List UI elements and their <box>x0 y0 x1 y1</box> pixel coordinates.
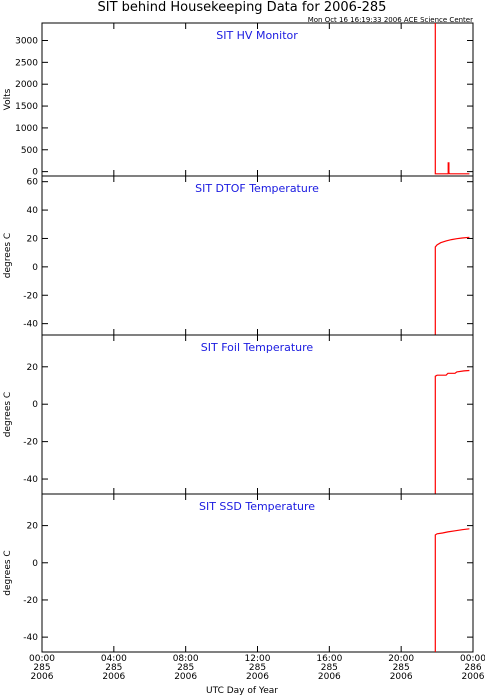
chart-title: SIT behind Housekeeping Data for 2006-28… <box>98 0 387 15</box>
x-tick-label: 2006 <box>318 672 341 682</box>
x-tick-label: 2006 <box>31 672 54 682</box>
y-tick-label: 0 <box>32 559 38 569</box>
x-tick-label: 286 <box>464 663 481 673</box>
y-tick-label: 500 <box>21 146 38 156</box>
y-tick-label: 2000 <box>15 80 38 90</box>
x-tick-label: 2006 <box>246 672 269 682</box>
x-tick-label: 12:00 <box>245 654 271 664</box>
x-tick-label: 2006 <box>174 672 197 682</box>
y-tick-label: 0 <box>32 400 38 410</box>
panel-3: -40 -20 0 20 degrees C SIT Foil Temperature <box>3 334 474 495</box>
y-tick-label: -20 <box>23 438 38 448</box>
y-tick-label: 1500 <box>15 102 38 112</box>
x-tick-label: 04:00 <box>101 654 127 664</box>
x-tick-label: 08:00 <box>173 654 199 664</box>
timestamp: Mon Oct 16 16:19:33 2006 ACE Science Cen… <box>308 16 473 24</box>
y-tick-label: 60 <box>27 178 39 188</box>
y-tick-label: -40 <box>23 320 38 330</box>
y-tick-label: 20 <box>27 234 39 244</box>
x-tick-label: 2006 <box>462 672 485 682</box>
y-axis-label: degrees C <box>3 550 13 595</box>
x-tick-label: 285 <box>105 663 122 673</box>
x-tick-label: 285 <box>177 663 194 673</box>
x-tick-labels: 00:00285200604:00285200608:00285200612:0… <box>29 654 485 682</box>
y-tick-label: 20 <box>27 363 39 373</box>
data-series-line <box>434 236 470 335</box>
panel-frame <box>41 334 474 495</box>
x-tick-label: 16:00 <box>316 654 342 664</box>
panel-title: SIT SSD Temperature <box>199 500 315 513</box>
x-tick-label: 285 <box>393 663 410 673</box>
x-tick-label: 2006 <box>390 672 413 682</box>
y-axis-label: degrees C <box>3 392 13 437</box>
data-series-line <box>434 369 470 494</box>
data-series-line <box>434 528 470 652</box>
y-tick-label: 0 <box>32 263 38 273</box>
y-tick-label: -20 <box>23 291 38 301</box>
x-tick-label: 20:00 <box>388 654 414 664</box>
panel-title: SIT DTOF Temperature <box>195 182 319 195</box>
x-tick-label: 285 <box>33 663 50 673</box>
y-tick-label: 1000 <box>15 124 38 134</box>
x-tick-label: 285 <box>321 663 338 673</box>
x-tick-label: 285 <box>249 663 266 673</box>
y-axis-label: Volts <box>3 88 13 110</box>
x-tick-label: 00:00 <box>460 654 485 664</box>
y-tick-label: 20 <box>27 522 39 532</box>
y-tick-label: 0 <box>32 168 38 178</box>
x-tick-label: 2006 <box>102 672 125 682</box>
panel-frame <box>41 493 474 653</box>
y-tick-label: 2500 <box>15 58 38 68</box>
y-axis-label: degrees C <box>3 233 13 278</box>
y-tick-label: -40 <box>23 475 38 485</box>
y-tick-label: -40 <box>23 633 38 643</box>
panel-frame <box>41 22 474 177</box>
y-tick-label: -20 <box>23 596 38 606</box>
x-axis-label: UTC Day of Year <box>206 686 278 696</box>
panel-2: -40 -20 0 20 40 60 degrees C SIT DTOF Temperatu… <box>3 175 474 336</box>
panel-title: SIT HV Monitor <box>216 29 298 42</box>
panel-title: SIT Foil Temperature <box>201 341 314 354</box>
y-tick-label: 40 <box>27 206 39 216</box>
x-tick-label: 00:00 <box>29 654 55 664</box>
panel-4: -40 -20 0 20 degrees C SIT SSD Temperature <box>3 493 474 653</box>
data-series-line <box>434 23 470 175</box>
panel-frame <box>41 175 474 336</box>
y-tick-label: 3000 <box>15 36 38 46</box>
panel-1: 0 500 1000 1500 2000 2500 3000 Volts SIT HV Moni… <box>3 22 474 178</box>
